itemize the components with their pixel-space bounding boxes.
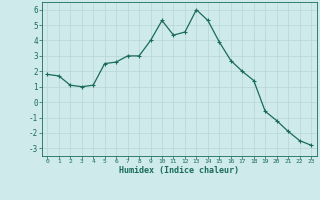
X-axis label: Humidex (Indice chaleur): Humidex (Indice chaleur) [119, 166, 239, 175]
